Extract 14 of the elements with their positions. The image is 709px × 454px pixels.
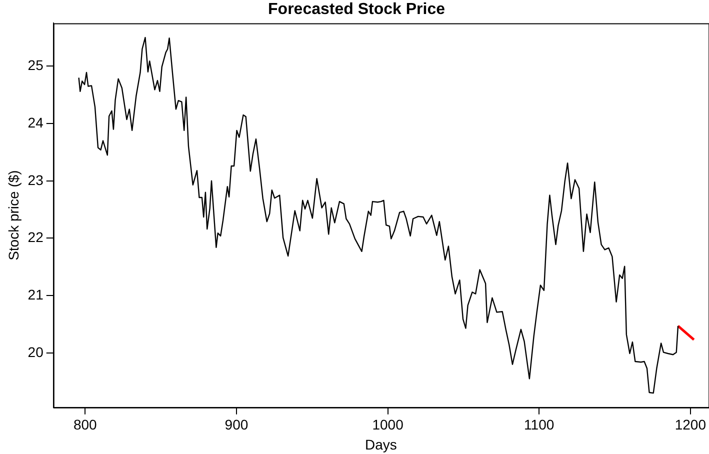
y-tick-label: 20 (28, 344, 44, 360)
y-tick-label: 22 (28, 229, 44, 246)
y-tick-label: 25 (28, 57, 44, 74)
y-axis-title: Stock price ($) (5, 170, 22, 260)
y-tick-label: 23 (28, 172, 44, 188)
x-tick-label: 900 (224, 416, 248, 433)
x-tick-label: 800 (73, 416, 98, 433)
x-tick-label: 1000 (372, 416, 404, 433)
y-tick-label: 21 (28, 286, 44, 302)
y-tick-label: 24 (28, 114, 44, 130)
x-tick-label: 1200 (674, 416, 706, 433)
chart-title: Forecasted Stock Price (268, 1, 446, 18)
x-axis-title: Days (365, 436, 397, 452)
x-tick-label: 1100 (524, 416, 554, 433)
